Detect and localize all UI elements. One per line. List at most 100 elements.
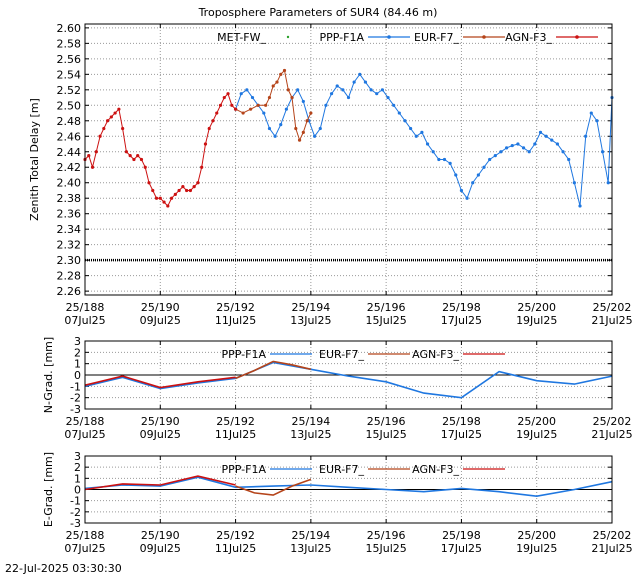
data-point — [151, 188, 155, 193]
data-point — [516, 142, 520, 146]
data-point — [169, 196, 174, 200]
y-tick-label: 2.52 — [57, 84, 82, 97]
x-tick-label-doy: 25/202 — [593, 301, 632, 314]
data-point — [488, 157, 492, 162]
data-point — [290, 95, 294, 100]
data-point — [128, 154, 132, 158]
data-point — [465, 196, 469, 200]
data-point — [459, 188, 464, 193]
legend-label: MET-FW_ — [217, 31, 266, 44]
data-point — [241, 111, 245, 115]
data-point — [158, 196, 162, 200]
x-tick-label-date: 09Jul25 — [140, 314, 181, 327]
panel-1: 2.26 2.28 2.30 2.32 2.34 2.36 2.38 2.40 2.42 2.44… — [28, 22, 633, 327]
data-point — [297, 138, 302, 142]
data-point — [442, 157, 447, 162]
x-tick-label-doy: 25/196 — [367, 529, 406, 542]
data-point — [245, 88, 249, 92]
y-tick-label: 2.50 — [57, 99, 82, 112]
x-tick-label-date: 07Jul25 — [64, 428, 105, 441]
data-point — [94, 150, 98, 154]
y-tick-label: -1 — [70, 380, 81, 393]
x-tick-label-doy: 25/194 — [292, 301, 331, 314]
data-point — [102, 126, 106, 131]
x-tick-label-doy: 25/196 — [367, 415, 406, 428]
y-tick-label: 3 — [74, 450, 81, 463]
data-point — [90, 165, 95, 169]
data-point — [139, 157, 144, 162]
data-point — [250, 95, 255, 100]
y-tick-label: 2.34 — [57, 223, 82, 236]
data-point — [454, 173, 458, 177]
data-point — [215, 111, 219, 115]
y-tick-label: 2.56 — [57, 53, 82, 66]
y-tick-label: -3 — [70, 403, 81, 416]
x-tick-label-doy: 25/194 — [292, 529, 331, 542]
x-tick-label-doy: 25/200 — [517, 415, 556, 428]
data-point — [555, 142, 560, 146]
y-tick-label: 2.32 — [57, 239, 82, 252]
data-point — [341, 88, 345, 92]
data-point — [105, 119, 110, 123]
series-line-ppp-f1a — [84, 476, 613, 498]
y-tick-label: -2 — [70, 392, 81, 405]
data-point — [188, 188, 192, 193]
y-tick-label: 1 — [74, 358, 81, 371]
data-point — [369, 88, 373, 92]
data-point — [271, 84, 275, 88]
legend-marker — [387, 35, 391, 39]
legend-label: PPP-F1A — [222, 463, 267, 476]
data-point — [572, 181, 576, 185]
x-tick-label-date: 17Jul25 — [441, 542, 482, 555]
data-point — [98, 134, 102, 138]
data-point — [192, 185, 196, 189]
footer-timestamp: 22-Jul-2025 03:30:30 — [5, 562, 122, 575]
y-tick-label: 0 — [74, 369, 81, 382]
data-point — [527, 150, 531, 154]
data-point — [275, 80, 279, 84]
y-tick-label: 2.36 — [57, 208, 82, 221]
x-tick-label-date: 19Jul25 — [516, 314, 557, 327]
x-tick-label-date: 21Jul25 — [591, 428, 632, 441]
data-point — [301, 99, 305, 104]
x-tick-label-date: 17Jul25 — [441, 314, 482, 327]
x-tick-label-date: 11Jul25 — [215, 314, 256, 327]
data-point — [132, 157, 136, 162]
y-tick-label: -3 — [70, 517, 81, 530]
x-tick-label-doy: 25/192 — [216, 529, 255, 542]
data-point — [233, 107, 238, 111]
data-point — [471, 181, 475, 185]
data-point — [211, 119, 215, 123]
data-point — [409, 126, 413, 131]
legend-swatch — [286, 35, 290, 39]
x-tick-label-doy: 25/188 — [66, 415, 105, 428]
data-point — [420, 130, 424, 134]
data-point — [437, 157, 441, 162]
data-point — [482, 165, 486, 169]
y-tick-label: 1 — [74, 472, 81, 485]
data-point — [230, 103, 234, 107]
data-point — [375, 92, 379, 96]
y-tick-label: -2 — [70, 506, 81, 519]
x-tick-label-doy: 25/190 — [141, 529, 180, 542]
legend-label: EUR-F7_ — [319, 348, 364, 361]
data-point — [358, 72, 362, 76]
data-point — [262, 111, 266, 115]
data-point — [550, 138, 554, 142]
y-tick-label: 2.46 — [57, 130, 82, 143]
x-tick-label-date: 17Jul25 — [441, 428, 482, 441]
data-point — [476, 173, 480, 177]
y-tick-label: 2.42 — [57, 161, 82, 174]
data-point — [181, 185, 185, 189]
data-point — [448, 161, 452, 165]
x-tick-label-date: 15Jul25 — [366, 428, 407, 441]
data-point — [352, 80, 356, 84]
data-point — [109, 115, 113, 119]
x-tick-label-date: 11Jul25 — [215, 542, 256, 555]
x-tick-label-date: 07Jul25 — [64, 314, 105, 327]
data-point — [154, 196, 159, 200]
series-line-eur-f7- — [235, 69, 312, 142]
data-point — [606, 181, 610, 185]
data-point — [166, 204, 170, 208]
